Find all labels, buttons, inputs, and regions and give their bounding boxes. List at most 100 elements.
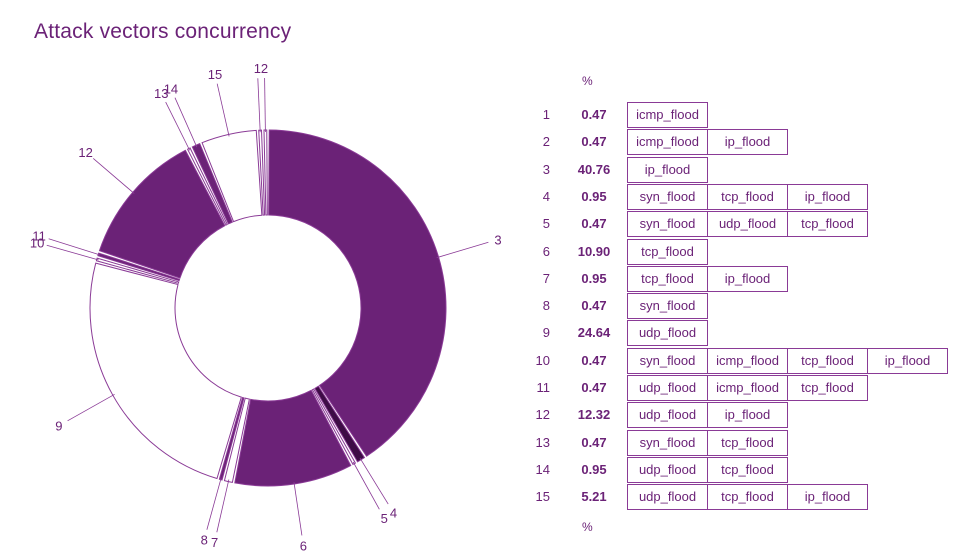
row-percent: 0.47 [581, 216, 607, 232]
leader-line-2 [264, 78, 266, 133]
row-index: 6 [542, 243, 550, 259]
slice-label-4: 4 [390, 506, 397, 521]
row-index: 1 [542, 107, 550, 122]
slice-3 [268, 129, 447, 457]
vector-box: udp_flood [627, 402, 708, 429]
slice-label-12: 12 [78, 145, 92, 160]
vector-box: syn_flood [627, 347, 708, 374]
vector-box: udp_flood [627, 484, 708, 511]
row-index: 4 [542, 188, 550, 204]
vector-box: icmp_flood [627, 102, 708, 128]
slice-label-14: 14 [164, 82, 178, 97]
leader-line-1 [257, 78, 261, 133]
slice-6 [234, 389, 352, 487]
slice-label-5: 5 [381, 511, 388, 526]
vector-box: syn_flood [627, 183, 708, 210]
vector-box: tcp_flood [707, 456, 788, 483]
row-percent: 0.47 [581, 434, 607, 450]
slice-label-13: 13 [154, 86, 168, 101]
slice-label-1: 1 [254, 61, 261, 76]
slice-7 [223, 397, 250, 483]
slice-10 [95, 257, 180, 284]
row-percent: 0.95 [581, 461, 607, 477]
percent-header: % [582, 74, 593, 88]
row-index: 2 [542, 134, 550, 150]
row-index: 8 [542, 298, 550, 314]
vector-box: syn_flood [627, 293, 708, 320]
vector-box: ip_flood [787, 183, 868, 210]
chart-title: Attack vectors concurrency [34, 20, 292, 43]
slice-12 [98, 149, 226, 279]
row-percent: 40.76 [577, 161, 611, 177]
vector-box: tcp_flood [787, 347, 868, 374]
leader-line-15 [216, 83, 230, 137]
slice-label-10: 10 [30, 236, 44, 251]
slice-4 [314, 385, 366, 463]
percent-footer: % [582, 520, 593, 534]
slice-9 [89, 262, 242, 480]
slice-8 [218, 396, 245, 481]
slice-1 [258, 129, 266, 216]
vector-box: tcp_flood [707, 429, 788, 456]
vector-box: tcp_flood [627, 265, 708, 292]
row-index: 14 [535, 461, 550, 477]
leader-line-11 [48, 238, 101, 256]
row-index: 11 [536, 380, 551, 395]
row-percent: 12.32 [577, 407, 611, 423]
row-index: 15 [535, 489, 550, 505]
leader-line-7 [216, 479, 230, 533]
row-index: 13 [535, 434, 550, 450]
slice-label-3: 3 [494, 232, 501, 247]
vector-box: tcp_flood [627, 238, 708, 265]
vector-box: ip_flood [627, 156, 708, 183]
vector-box: tcp_flood [707, 183, 788, 210]
vector-box: syn_flood [627, 429, 708, 456]
row-percent: 24.64 [577, 325, 611, 341]
vector-box: ip_flood [867, 347, 948, 374]
vector-box: tcp_flood [707, 484, 788, 511]
slice-label-9: 9 [55, 419, 62, 434]
row-index: 5 [542, 216, 550, 232]
row-percent: 0.47 [581, 107, 607, 122]
slice-label-8: 8 [201, 532, 208, 547]
leader-line-13 [165, 101, 191, 151]
vector-box: udp_flood [627, 375, 708, 401]
row-percent: 0.47 [581, 298, 607, 314]
row-percent: 0.47 [581, 380, 607, 395]
row-percent: 5.21 [581, 489, 607, 505]
slice-label-2: 2 [261, 61, 268, 76]
vector-box: udp_flood [627, 320, 708, 347]
leader-line-10 [46, 244, 99, 261]
vector-box: ip_flood [787, 484, 868, 511]
leader-line-9 [67, 393, 115, 422]
leader-line-5 [352, 461, 380, 510]
vector-box: tcp_flood [787, 211, 868, 238]
vector-box: ip_flood [707, 402, 788, 429]
row-percent: 0.47 [581, 134, 607, 150]
slice-11 [97, 252, 181, 282]
row-index: 7 [542, 270, 550, 286]
slice-2 [263, 129, 268, 216]
leader-line-6 [293, 482, 303, 536]
vector-box: udp_flood [707, 211, 788, 238]
leader-line-14 [174, 97, 198, 148]
slice-label-6: 6 [300, 538, 307, 553]
slice-14 [191, 142, 233, 225]
slice-5 [311, 388, 357, 466]
leader-line-8 [206, 477, 222, 530]
slice-15 [201, 129, 263, 223]
slice-label-15: 15 [208, 67, 222, 82]
vector-box: ip_flood [707, 129, 788, 156]
vector-box: udp_flood [627, 456, 708, 483]
vector-box: icmp_flood [627, 129, 708, 156]
row-percent: 0.95 [581, 270, 607, 286]
leader-line-3 [436, 241, 489, 259]
vector-box: icmp_flood [707, 375, 788, 401]
vector-box: tcp_flood [787, 375, 868, 401]
row-percent: 0.47 [581, 352, 607, 368]
row-percent: 0.95 [581, 188, 607, 204]
leader-line-12 [92, 158, 135, 194]
row-percent: 10.90 [577, 243, 611, 259]
vector-box: syn_flood [627, 211, 708, 238]
row-index: 3 [542, 161, 550, 177]
